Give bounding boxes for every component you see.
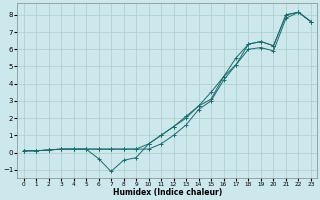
X-axis label: Humidex (Indice chaleur): Humidex (Indice chaleur) [113, 188, 222, 197]
